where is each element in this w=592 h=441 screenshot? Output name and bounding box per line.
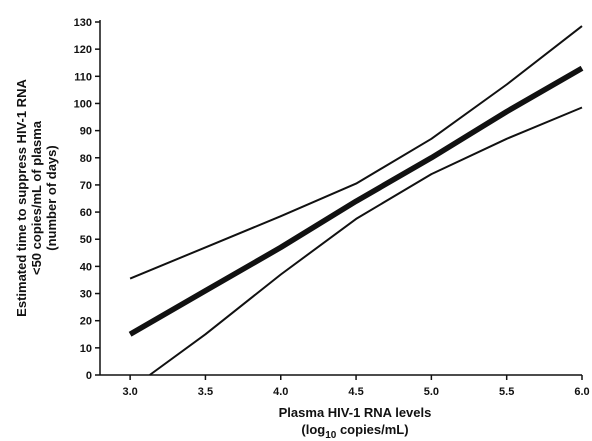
x-tick-label: 5.0 [424, 386, 439, 398]
y-tick-label: 50 [80, 234, 92, 246]
y-tick-label: 30 [80, 289, 92, 301]
x-axis-title: Plasma HIV-1 RNA levels [279, 405, 432, 420]
y-axis-title: Estimated time to suppress HIV-1 RNA <50… [14, 79, 59, 317]
y-tick-label: 130 [74, 17, 92, 29]
x-tick-label: 4.0 [273, 386, 288, 398]
y-tick-label: 90 [80, 126, 92, 138]
x-tick-label: 4.5 [348, 386, 363, 398]
x-axis-units-prefix: (log [301, 422, 325, 437]
y-tick-label: 120 [74, 44, 92, 56]
y-tick-label: 60 [80, 207, 92, 219]
axis-labels: Plasma HIV-1 RNA levels (log10 copies/mL… [14, 79, 431, 441]
lower-bound-line [149, 106, 583, 376]
x-axis-units-subscript: 10 [325, 430, 337, 441]
x-tick-label: 5.5 [499, 386, 514, 398]
y-tick-label: 40 [80, 261, 92, 273]
x-tick-label: 3.0 [122, 386, 137, 398]
y-tick-label: 0 [86, 370, 92, 382]
y-tick-label: 110 [74, 71, 92, 83]
y-tick-label: 100 [74, 98, 92, 110]
y-tick-label: 20 [80, 316, 92, 328]
x-tick-label: 6.0 [574, 386, 589, 398]
upper-bound-line [129, 25, 583, 280]
axes-layer: 0 10 20 30 40 50 60 70 80 90 100 110 120 130 3.0 3.5 4.0… [74, 17, 590, 398]
x-axis-units-suffix: copies/mL) [336, 422, 408, 437]
y-tick-label: 80 [80, 153, 92, 165]
y-axis-title-line-3: (number of days) [44, 145, 59, 250]
y-axis-title-line-1: Estimated time to suppress HIV-1 RNA [14, 79, 29, 317]
plot-layer [128, 25, 584, 376]
y-tick-label: 70 [80, 180, 92, 192]
x-tick-label: 3.5 [198, 386, 213, 398]
y-tick-label: 10 [80, 343, 92, 355]
x-axis-units: (log10 copies/mL) [301, 422, 408, 441]
y-axis-title-line-2: <50 copies/mL of plasma [29, 120, 44, 275]
estimate-line [128, 65, 584, 337]
